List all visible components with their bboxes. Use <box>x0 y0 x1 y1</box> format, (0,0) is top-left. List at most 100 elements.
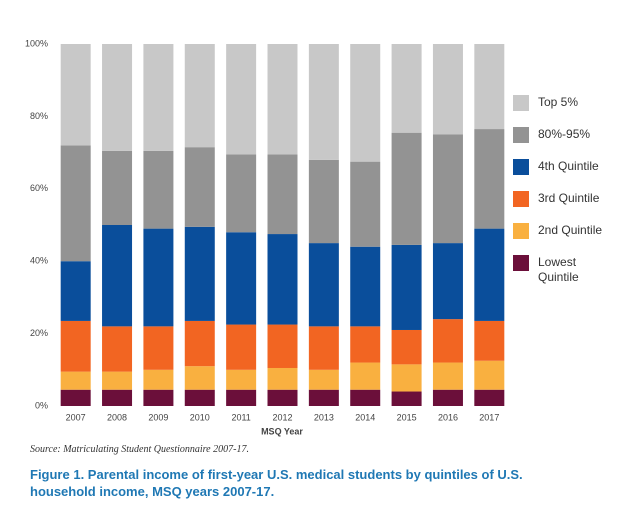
bar-segment <box>60 389 91 406</box>
bar-segment <box>184 147 215 227</box>
bar-segment <box>391 244 422 330</box>
bar-segment <box>143 228 174 327</box>
bar-segment <box>391 44 422 133</box>
bar-segment <box>143 150 174 229</box>
legend-item: 4th Quintile <box>513 159 633 191</box>
bar-segment <box>432 243 463 320</box>
y-tick-label: 100% <box>25 38 48 48</box>
bar-segment <box>184 366 215 390</box>
x-tick-label: 2013 <box>314 412 334 422</box>
y-tick-label: 0% <box>35 400 48 410</box>
bar-segment <box>432 362 463 390</box>
x-tick-label: 2017 <box>479 412 499 422</box>
bar-segment <box>143 326 174 370</box>
legend-swatch <box>513 255 529 271</box>
bar-segment <box>350 389 381 406</box>
x-tick-label: 2012 <box>272 412 292 422</box>
bar-segment <box>474 360 505 390</box>
x-tick-label: 2009 <box>148 412 168 422</box>
bar-segment <box>474 320 505 361</box>
chart: MSQ Year 0% 20% 40% 60% 80% 100% 2007 2008 2009 2… <box>25 38 505 436</box>
bar-segment <box>143 389 174 406</box>
legend-swatch <box>513 95 529 111</box>
y-tick-label: 20% <box>30 328 48 338</box>
y-tick-label: 80% <box>30 111 48 121</box>
bar-segment <box>102 225 133 327</box>
bar-segment <box>226 232 257 325</box>
y-tick-label: 40% <box>30 256 48 266</box>
x-tick-label: 2010 <box>190 412 210 422</box>
legend-label: Top 5% <box>538 95 579 109</box>
bar-segment <box>308 369 339 390</box>
source: Source: Matriculating Student Questionna… <box>30 444 249 455</box>
bar-segment <box>267 44 298 155</box>
bar-segment <box>102 371 133 390</box>
bar-segment <box>184 226 215 321</box>
bar-segment <box>308 326 339 370</box>
y-tick-label: 60% <box>30 183 48 193</box>
bar-segment <box>432 134 463 244</box>
bar-segment <box>60 320 91 372</box>
bar-segment <box>184 320 215 367</box>
bar-segment <box>226 369 257 390</box>
legend-swatch <box>513 127 529 143</box>
bar-segment <box>474 389 505 406</box>
bar-segment <box>184 44 215 148</box>
bar-segment <box>391 329 422 365</box>
bar-segment <box>350 44 381 162</box>
x-tick-label: 2011 <box>231 412 250 422</box>
x-tick-label: 2008 <box>107 412 127 422</box>
x-tick-label: 2016 <box>438 412 458 422</box>
bar-segment <box>308 243 339 327</box>
x-tick-label: 2007 <box>66 412 86 422</box>
x-tick-label: 2014 <box>355 412 375 422</box>
legend-swatch <box>513 159 529 175</box>
legend-item: 3rd Quintile <box>513 191 633 223</box>
bar-segment <box>102 326 133 372</box>
bar-segment <box>350 161 381 247</box>
bar-segment <box>102 150 133 225</box>
legend-item: 80%-95% <box>513 127 633 159</box>
bar-segment <box>102 44 133 151</box>
bar-segment <box>267 234 298 325</box>
bar-segment <box>474 228 505 321</box>
bar-segment <box>267 154 298 235</box>
bar-segment <box>226 44 257 155</box>
caption: Figure 1. Parental income of first-year … <box>30 467 523 499</box>
legend-label: 3rd Quintile <box>538 191 600 205</box>
bar-segment <box>267 389 298 406</box>
legend-label: 4th Quintile <box>538 159 599 173</box>
bar-segment <box>102 389 133 406</box>
bar-segment <box>350 326 381 363</box>
bar-segment <box>308 389 339 406</box>
legend: Top 5% 80%-95% 4th Quintile 3rd Quintile 2nd… <box>513 95 633 287</box>
bar-segment <box>184 389 215 406</box>
bar-segment <box>432 319 463 363</box>
legend-item: Lowest Quintile <box>513 255 633 287</box>
bar-segment <box>267 324 298 368</box>
bar-segment <box>474 44 505 130</box>
bar-segment <box>350 362 381 390</box>
x-tick-label: 2015 <box>397 412 417 422</box>
bar-segment <box>226 324 257 370</box>
bar-segment <box>432 44 463 135</box>
bar-segment <box>391 364 422 392</box>
legend-swatch <box>513 191 529 207</box>
bar-segment <box>432 389 463 406</box>
legend-swatch <box>513 223 529 239</box>
bar-segment <box>60 145 91 262</box>
bar-segment <box>267 367 298 390</box>
legend-label: 80%-95% <box>538 127 591 141</box>
x-axis-label: MSQ Year <box>261 426 303 436</box>
bar-segment <box>226 389 257 406</box>
bar-segment <box>60 44 91 146</box>
bar-segment <box>226 154 257 233</box>
bar-segment <box>143 369 174 390</box>
bar-segment <box>474 129 505 229</box>
legend-item: Top 5% <box>513 95 633 127</box>
bar-segment <box>308 44 339 160</box>
legend-item: 2nd Quintile <box>513 223 633 255</box>
bar-segment <box>308 159 339 244</box>
bar-segment <box>60 371 91 390</box>
